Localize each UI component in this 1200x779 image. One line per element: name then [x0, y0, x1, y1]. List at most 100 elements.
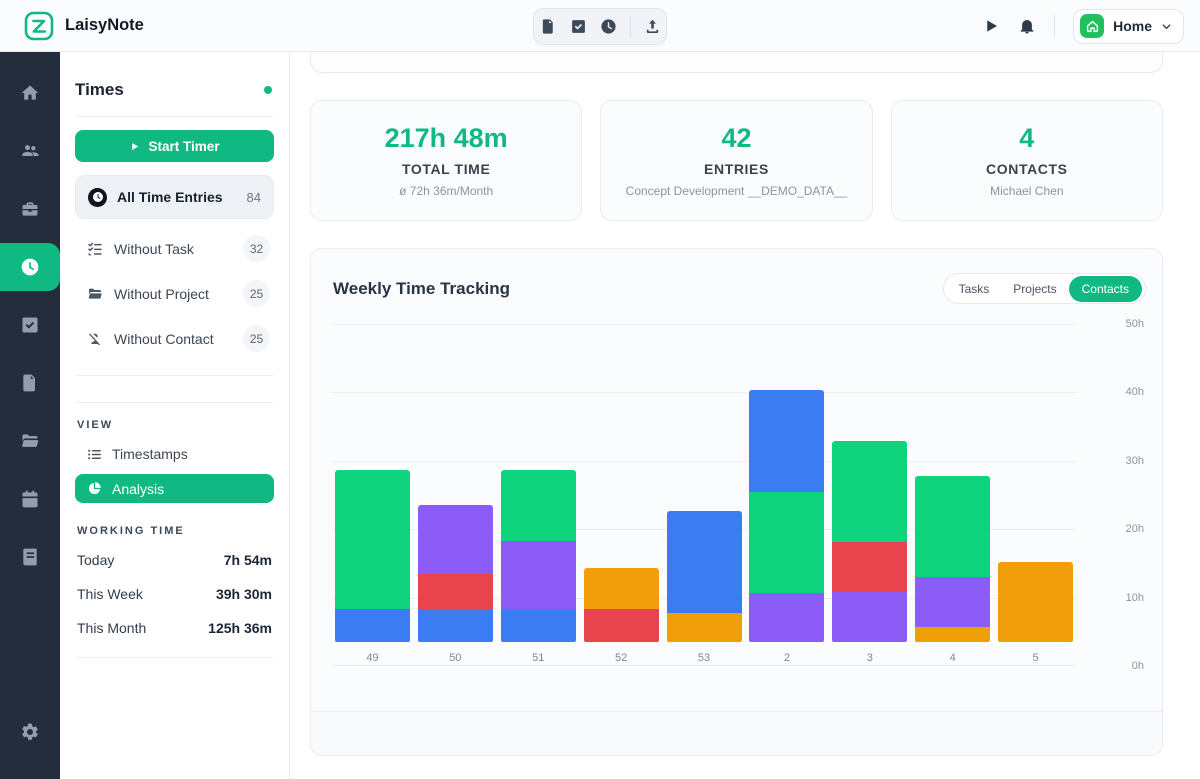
working-time-label: WORKING TIME: [77, 525, 185, 537]
x-tick-label: 49: [366, 652, 379, 664]
view-item-analysis[interactable]: Analysis: [75, 474, 274, 503]
working-time-week: This Week 39h 30m: [75, 577, 274, 611]
chart-header: Weekly Time Tracking Tasks Projects Cont…: [333, 273, 1146, 304]
upload-icon[interactable]: [644, 18, 661, 35]
stat-card-total-time: 217h 48m TOTAL TIME ø 72h 36m/Month: [310, 100, 583, 221]
gridline: [331, 324, 1077, 325]
tab-projects[interactable]: Projects: [1013, 281, 1057, 296]
stat-label: CONTACTS: [986, 161, 1068, 177]
stacked-bar-week-53: [666, 510, 742, 642]
x-tick-label: 50: [449, 652, 462, 664]
app-title: LaisyNote: [65, 16, 144, 34]
times-sidebar: Times Start Timer All Time Entries 84 Wi…: [60, 52, 290, 779]
wt-label: This Week: [77, 586, 143, 602]
rail-contacts-icon[interactable]: [0, 122, 60, 180]
sidebar-heading: Times: [75, 52, 274, 117]
rail-contactbook-icon[interactable]: [0, 528, 60, 586]
stacked-bar-week-4: [915, 475, 991, 642]
tab-tasks[interactable]: Tasks: [958, 281, 990, 296]
clock-icon: [88, 187, 107, 207]
toolbar-divider: [629, 15, 631, 38]
settings-gear-icon[interactable]: [0, 703, 60, 761]
stacked-bar-week-49: [334, 470, 410, 642]
rail-notes-icon[interactable]: [0, 354, 60, 412]
chart-title: Weekly Time Tracking: [333, 278, 511, 298]
rail-times-icon[interactable]: [0, 243, 60, 291]
main-content: 217h 48m TOTAL TIME ø 72h 36m/Month 42 E…: [290, 52, 1200, 779]
sidebar-item-without-contact[interactable]: Without Contact 25: [75, 316, 274, 361]
x-tick-label: 5: [1032, 652, 1039, 664]
y-tick-label: 30h: [1125, 454, 1144, 467]
chart-y-axis: 50h 40h 30h 20h 10h 0h: [1098, 318, 1144, 672]
note-icon[interactable]: [540, 18, 557, 35]
x-tick-label: 4: [949, 652, 956, 664]
bar-segment-blue: [334, 609, 410, 642]
chart-footer-strip: [311, 711, 1162, 755]
bar-segment-orange: [998, 561, 1074, 642]
stacked-bar-week-51: [500, 469, 576, 642]
x-tick-label: 2: [783, 652, 790, 664]
header-right: Home: [982, 0, 1184, 52]
item-count: 84: [246, 189, 261, 205]
y-tick-label: 50h: [1125, 318, 1144, 330]
bar-segment-purple: [749, 592, 825, 642]
gridline: [331, 460, 1077, 462]
status-dot: [264, 86, 272, 94]
x-tick-label: 51: [532, 652, 545, 664]
view-section-label: VIEW: [77, 419, 114, 431]
tab-contacts[interactable]: Contacts: [1068, 275, 1142, 302]
rail-calendar-icon[interactable]: [0, 470, 60, 528]
sidebar-title: Times: [75, 80, 124, 99]
stats-row: 217h 48m TOTAL TIME ø 72h 36m/Month 42 E…: [310, 100, 1163, 221]
bar-segment-purple: [832, 592, 908, 642]
app-header: LaisyNote Home: [0, 0, 1200, 52]
workspace-label: Home: [1113, 18, 1152, 34]
rail-tasks-icon[interactable]: [0, 296, 60, 354]
item-label: Without Task: [114, 240, 194, 257]
chart-plot: 49 50 51 52 53 2 3 4 5: [331, 324, 1077, 666]
rail-projects-icon[interactable]: [0, 180, 60, 238]
header-divider: [1054, 14, 1056, 38]
folder-open-icon: [88, 288, 102, 299]
x-tick-label: 52: [614, 652, 628, 664]
stacked-bar-week-2: [749, 390, 825, 642]
start-timer-label: Start Timer: [148, 138, 220, 154]
sidebar-item-all-time-entries[interactable]: All Time Entries 84: [75, 175, 274, 219]
bar-segment-red: [583, 609, 659, 642]
view-item-timestamps[interactable]: Timestamps: [75, 437, 274, 471]
bar-segment-blue: [666, 510, 742, 613]
clock-icon[interactable]: [600, 18, 617, 35]
rail-home-icon[interactable]: [0, 64, 60, 122]
rail-folders-icon[interactable]: [0, 412, 60, 470]
bar-segment-purple: [915, 577, 991, 627]
bar-segment-red: [417, 574, 493, 610]
stat-value: 42: [721, 123, 752, 153]
bar-segment-blue: [749, 390, 825, 492]
scrolled-card-bottom: [310, 52, 1163, 73]
bell-icon[interactable]: [1018, 17, 1036, 35]
bar-segment-purple: [417, 505, 493, 575]
stat-value: 4: [1019, 123, 1035, 153]
sidebar-item-without-task[interactable]: Without Task 32: [75, 226, 274, 271]
view-item-label: Timestamps: [112, 446, 188, 462]
play-icon[interactable]: [982, 17, 1000, 35]
stat-label: TOTAL TIME: [401, 161, 491, 177]
start-timer-button[interactable]: Start Timer: [75, 130, 274, 162]
bar-segment-green: [500, 469, 576, 541]
gridline: [331, 665, 1077, 666]
item-label: Without Contact: [114, 330, 214, 347]
sidebar-item-without-project[interactable]: Without Project 25: [75, 271, 274, 316]
stat-value: 217h 48m: [384, 123, 508, 153]
working-time-today: Today 7h 54m: [75, 543, 274, 577]
check-square-icon[interactable]: [570, 18, 587, 35]
x-tick-label: 3: [866, 652, 873, 664]
chevron-down-icon: [1161, 21, 1172, 32]
stacked-bar-week-50: [417, 505, 493, 642]
workspace-switcher[interactable]: Home: [1073, 8, 1184, 44]
bar-segment-orange: [915, 626, 991, 642]
wt-value: 39h 30m: [215, 586, 272, 602]
stat-card-entries: 42 ENTRIES Concept Development __DEMO_DA…: [600, 100, 873, 221]
wt-label: Today: [77, 552, 115, 568]
bar-segment-red: [832, 542, 908, 593]
y-tick-label: 40h: [1125, 386, 1144, 399]
